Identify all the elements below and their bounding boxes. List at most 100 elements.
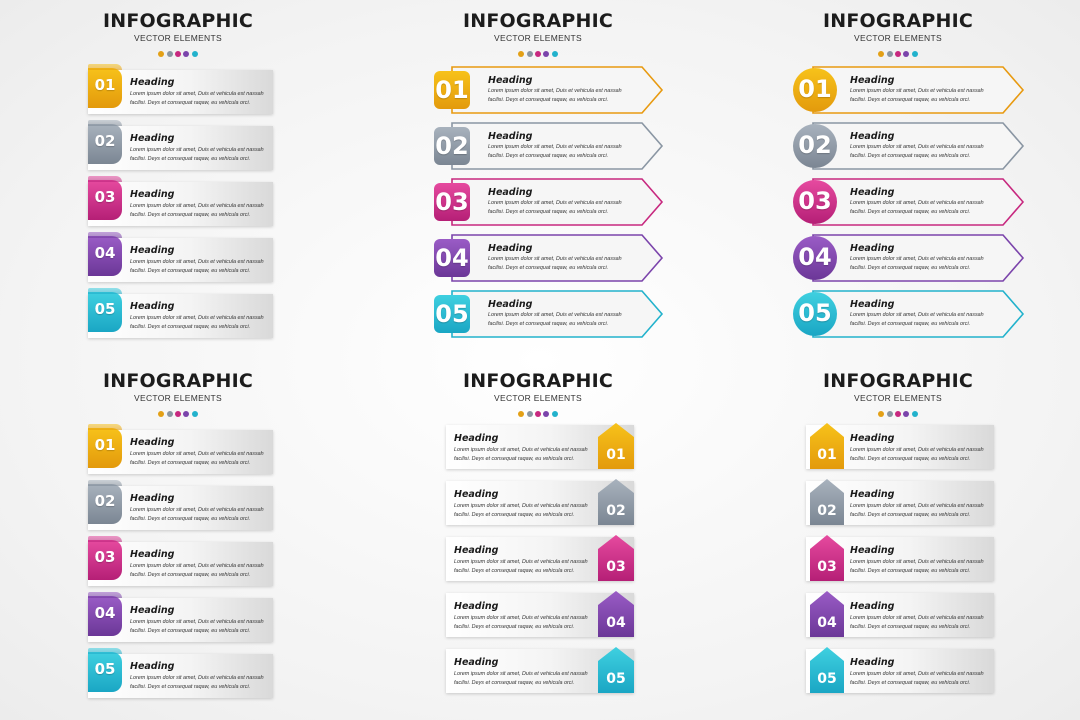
item-number: 02: [798, 131, 832, 159]
dot-5: [551, 411, 558, 417]
number-badge: 01: [598, 423, 634, 469]
item-body: Lorem ipsum dolor sit amet, Duis et vehi…: [850, 615, 984, 630]
number-badge: 04: [810, 591, 844, 637]
dot-5: [911, 51, 918, 57]
dot-3: [535, 51, 541, 57]
dot-5: [911, 411, 918, 417]
color-dots: [18, 44, 338, 57]
color-dots: [738, 44, 1058, 57]
panel-subtitle: VECTOR ELEMENTS: [494, 393, 582, 403]
item-heading: Heading: [850, 657, 895, 668]
item-number: 05: [606, 671, 625, 687]
dot-3: [535, 411, 541, 417]
item-number: 01: [94, 76, 116, 94]
number-badge: 01: [88, 64, 122, 108]
number-badge: 04: [88, 232, 122, 276]
infographic-panel-2: INFOGRAPHIC VECTOR ELEMENTS 01 Heading L…: [378, 0, 698, 350]
item-number: 03: [94, 548, 116, 566]
dot-4: [543, 51, 550, 57]
dot-5: [191, 51, 198, 57]
dot-4: [543, 411, 550, 417]
item-number: 04: [435, 244, 469, 272]
number-badge: 03: [88, 536, 122, 580]
item-number: 05: [817, 671, 836, 687]
number-badge: 02: [810, 479, 844, 525]
item-number: 02: [94, 492, 116, 510]
number-badge: 05: [88, 288, 122, 332]
dot-1: [518, 51, 525, 57]
item-heading: Heading: [488, 187, 533, 198]
number-badge: 04: [793, 236, 837, 280]
color-dots: [378, 404, 698, 417]
panel-subtitle: VECTOR ELEMENTS: [134, 393, 222, 403]
item-body: Lorem ipsum dolor sit amet, Duis et vehi…: [454, 671, 588, 686]
dot-3: [175, 411, 181, 417]
item-body: Lorem ipsum dolor sit amet, Duis et vehi…: [130, 315, 264, 330]
item-number: 02: [817, 503, 836, 519]
item-number: 03: [94, 188, 116, 206]
number-badge: 05: [598, 647, 634, 693]
infographic-panel-6: INFOGRAPHIC VECTOR ELEMENTS 01 Heading L…: [738, 360, 1058, 710]
item-heading: Heading: [850, 243, 895, 254]
dot-2: [886, 411, 893, 417]
color-dots: [18, 404, 338, 417]
dot-1: [158, 411, 165, 417]
item-body: Lorem ipsum dolor sit amet, Duis et vehi…: [850, 312, 984, 327]
dot-3: [895, 411, 901, 417]
dot-2: [526, 411, 533, 417]
item-body: Lorem ipsum dolor sit amet, Duis et vehi…: [130, 259, 264, 274]
item-heading: Heading: [130, 301, 175, 312]
panel-subtitle: VECTOR ELEMENTS: [494, 33, 582, 43]
item-body: Lorem ipsum dolor sit amet, Duis et vehi…: [850, 200, 984, 215]
dot-1: [878, 411, 885, 417]
item-number: 04: [817, 615, 837, 631]
number-badge: 03: [434, 183, 470, 221]
number-badge: 01: [88, 424, 122, 468]
item-number: 03: [435, 188, 469, 216]
dot-4: [183, 51, 190, 57]
item-body: Lorem ipsum dolor sit amet, Duis et vehi…: [130, 619, 264, 634]
item-heading: Heading: [130, 245, 175, 256]
item-body: Lorem ipsum dolor sit amet, Duis et vehi…: [850, 144, 984, 159]
item-heading: Heading: [850, 299, 895, 310]
infographic-panel-4: INFOGRAPHIC VECTOR ELEMENTS 01 Heading L…: [18, 360, 338, 710]
dot-1: [518, 411, 525, 417]
item-heading: Heading: [454, 489, 499, 500]
item-heading: Heading: [454, 433, 499, 444]
number-badge: 05: [810, 647, 844, 693]
panel-title: INFOGRAPHIC: [462, 370, 614, 392]
item-body: Lorem ipsum dolor sit amet, Duis et vehi…: [850, 503, 984, 518]
item-number: 04: [606, 615, 626, 631]
number-badge: 01: [793, 68, 837, 112]
dot-2: [886, 51, 893, 57]
item-heading: Heading: [850, 187, 895, 198]
item-number: 03: [817, 559, 836, 575]
dot-5: [191, 411, 198, 417]
number-badge: 03: [88, 176, 122, 220]
color-dots: [378, 44, 698, 57]
item-body: Lorem ipsum dolor sit amet, Duis et vehi…: [130, 451, 264, 466]
item-heading: Heading: [130, 189, 175, 200]
item-body: Lorem ipsum dolor sit amet, Duis et vehi…: [454, 447, 588, 462]
dot-2: [166, 51, 173, 57]
panel-title: INFOGRAPHIC: [822, 10, 974, 32]
item-heading: Heading: [454, 601, 499, 612]
item-number: 05: [94, 300, 116, 318]
item-heading: Heading: [488, 299, 533, 310]
dot-1: [878, 51, 885, 57]
item-number: 02: [606, 503, 625, 519]
item-heading: Heading: [130, 661, 175, 672]
item-heading: Heading: [850, 489, 895, 500]
item-number: 01: [435, 76, 469, 104]
item-number: 05: [94, 660, 116, 678]
item-heading: Heading: [130, 605, 175, 616]
dot-4: [903, 411, 910, 417]
item-body: Lorem ipsum dolor sit amet, Duis et vehi…: [850, 447, 984, 462]
item-body: Lorem ipsum dolor sit amet, Duis et vehi…: [850, 671, 984, 686]
item-number: 01: [606, 447, 625, 463]
item-heading: Heading: [130, 493, 175, 504]
number-badge: 01: [434, 71, 470, 109]
panel-title: INFOGRAPHIC: [822, 370, 974, 392]
item-heading: Heading: [130, 133, 175, 144]
panel-title: INFOGRAPHIC: [102, 10, 254, 32]
